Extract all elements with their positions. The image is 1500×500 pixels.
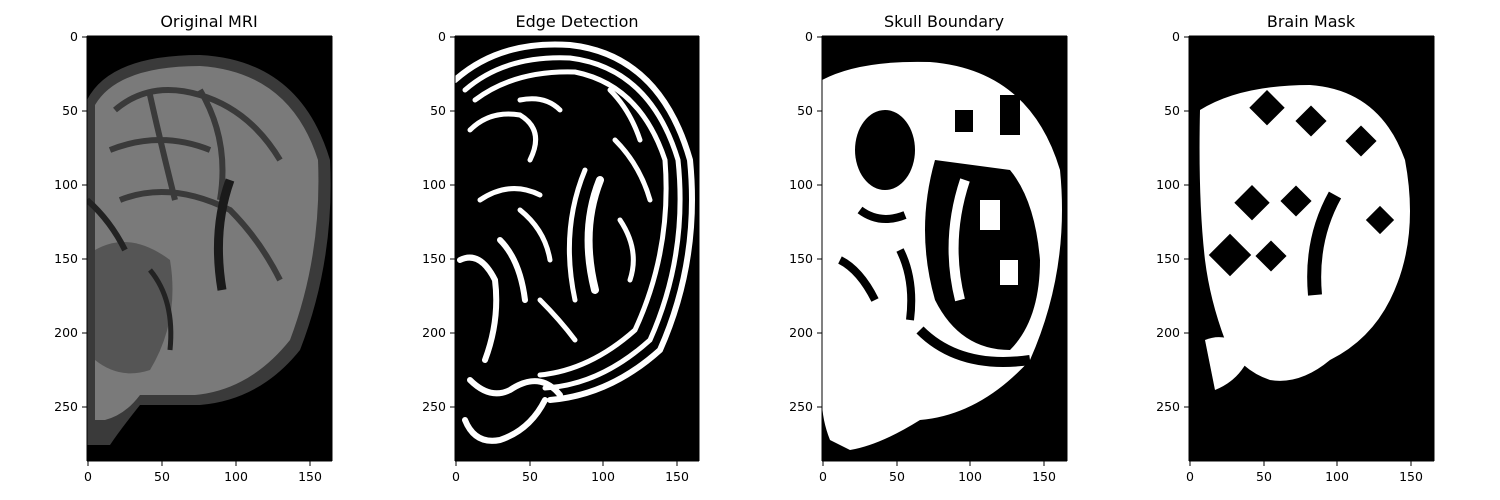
x-tick-label: 100	[224, 469, 248, 484]
y-tick-label: 100	[789, 177, 813, 192]
panel-skull-boundary: Skull Boundary 0 50 1	[789, 12, 1068, 484]
y-tick-label: 100	[1156, 177, 1180, 192]
y-tick-label: 150	[789, 251, 813, 266]
x-tick-label: 50	[522, 469, 538, 484]
panel-original-mri: Original MRI 0 50 100	[54, 12, 333, 484]
mri-image	[87, 36, 332, 461]
x-tick-label: 0	[84, 469, 92, 484]
y-tick-label: 150	[422, 251, 446, 266]
x-tick-label: 100	[958, 469, 982, 484]
y-tick-label: 250	[789, 399, 813, 414]
y-tick-label: 250	[422, 399, 446, 414]
y-tick-label: 50	[430, 103, 446, 118]
x-tick-label: 50	[1256, 469, 1272, 484]
x-tick-label: 50	[889, 469, 905, 484]
y-tick-label: 0	[70, 29, 78, 44]
edge-image	[455, 36, 699, 461]
y-tick-label: 150	[1156, 251, 1180, 266]
y-ticks: 0 50 100 150 200 250	[422, 29, 455, 414]
panel-edge-detection: Edge Detection	[422, 12, 700, 484]
panel-brain-mask: Brain Mask 0 50 100	[1156, 12, 1435, 484]
y-tick-label: 0	[1172, 29, 1180, 44]
x-tick-label: 150	[1399, 469, 1423, 484]
y-tick-label: 0	[805, 29, 813, 44]
x-ticks: 0 50 100 150	[84, 461, 322, 484]
y-ticks: 0 50 100 150 200 250	[789, 29, 822, 414]
x-tick-label: 100	[1325, 469, 1349, 484]
skull-image	[822, 36, 1067, 461]
y-tick-label: 250	[54, 399, 78, 414]
y-tick-label: 200	[789, 325, 813, 340]
x-ticks: 0 50 100 150	[1186, 461, 1423, 484]
panel-title: Edge Detection	[515, 12, 638, 31]
x-tick-label: 150	[1032, 469, 1056, 484]
panel-title: Skull Boundary	[884, 12, 1004, 31]
y-tick-label: 200	[1156, 325, 1180, 340]
y-ticks: 0 50 100 150 200 250	[54, 29, 87, 414]
brain-mask-image	[1189, 36, 1434, 461]
x-tick-label: 50	[154, 469, 170, 484]
y-tick-label: 250	[1156, 399, 1180, 414]
x-tick-label: 0	[819, 469, 827, 484]
y-tick-label: 50	[797, 103, 813, 118]
panel-title: Original MRI	[160, 12, 257, 31]
x-tick-label: 0	[1186, 469, 1194, 484]
y-tick-label: 50	[1164, 103, 1180, 118]
y-tick-label: 200	[422, 325, 446, 340]
y-tick-label: 150	[54, 251, 78, 266]
x-tick-label: 100	[591, 469, 615, 484]
y-tick-label: 50	[62, 103, 78, 118]
y-tick-label: 0	[438, 29, 446, 44]
x-ticks: 0 50 100 150	[819, 461, 1056, 484]
y-tick-label: 100	[54, 177, 78, 192]
y-tick-label: 100	[422, 177, 446, 192]
panel-title: Brain Mask	[1267, 12, 1356, 31]
y-ticks: 0 50 100 150 200 250	[1156, 29, 1189, 414]
x-ticks: 0 50 100 150	[452, 461, 689, 484]
y-tick-label: 200	[54, 325, 78, 340]
x-tick-label: 150	[665, 469, 689, 484]
x-tick-label: 0	[452, 469, 460, 484]
x-tick-label: 150	[298, 469, 322, 484]
